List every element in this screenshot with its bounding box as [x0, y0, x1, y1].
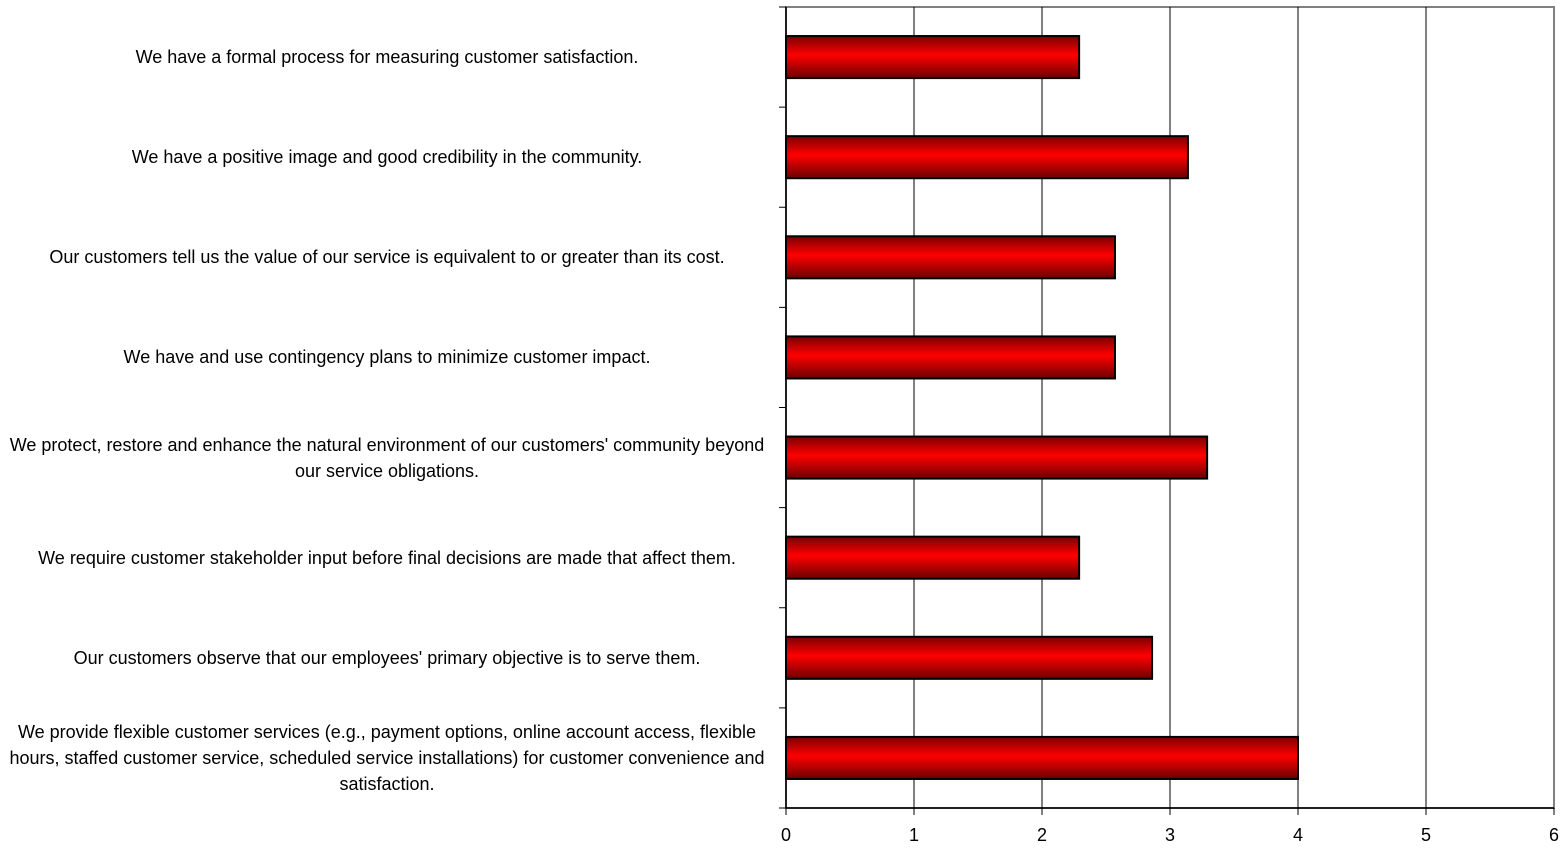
bar: [785, 235, 1116, 280]
x-tick-label: 0: [781, 825, 791, 845]
bar: [785, 135, 1189, 180]
x-tick-label: 5: [1421, 825, 1431, 845]
category-label: We provide flexible customer services (e…: [9, 721, 765, 794]
bar: [785, 335, 1116, 380]
category-label: We have and use contingency plans to min…: [123, 347, 651, 368]
category-label: Our customers observe that our employees…: [73, 647, 701, 668]
category-label: We have a formal process for measuring c…: [135, 47, 639, 68]
bar: [785, 535, 1081, 580]
bar: [785, 735, 1299, 780]
category-label: We have a positive image and good credib…: [131, 147, 643, 168]
category-label: Our customers tell us the value of our s…: [49, 247, 725, 268]
bar: [785, 435, 1209, 480]
x-tick-label: 4: [1293, 825, 1303, 845]
x-tick-label: 1: [909, 825, 919, 845]
bar: [785, 635, 1154, 680]
x-tick-label: 6: [1549, 825, 1559, 845]
bar: [785, 35, 1081, 80]
x-tick-label: 2: [1037, 825, 1047, 845]
category-label: We protect, restore and enhance the natu…: [9, 434, 765, 481]
x-tick-label: 3: [1165, 825, 1175, 845]
category-label: We require customer stakeholder input be…: [38, 547, 736, 568]
